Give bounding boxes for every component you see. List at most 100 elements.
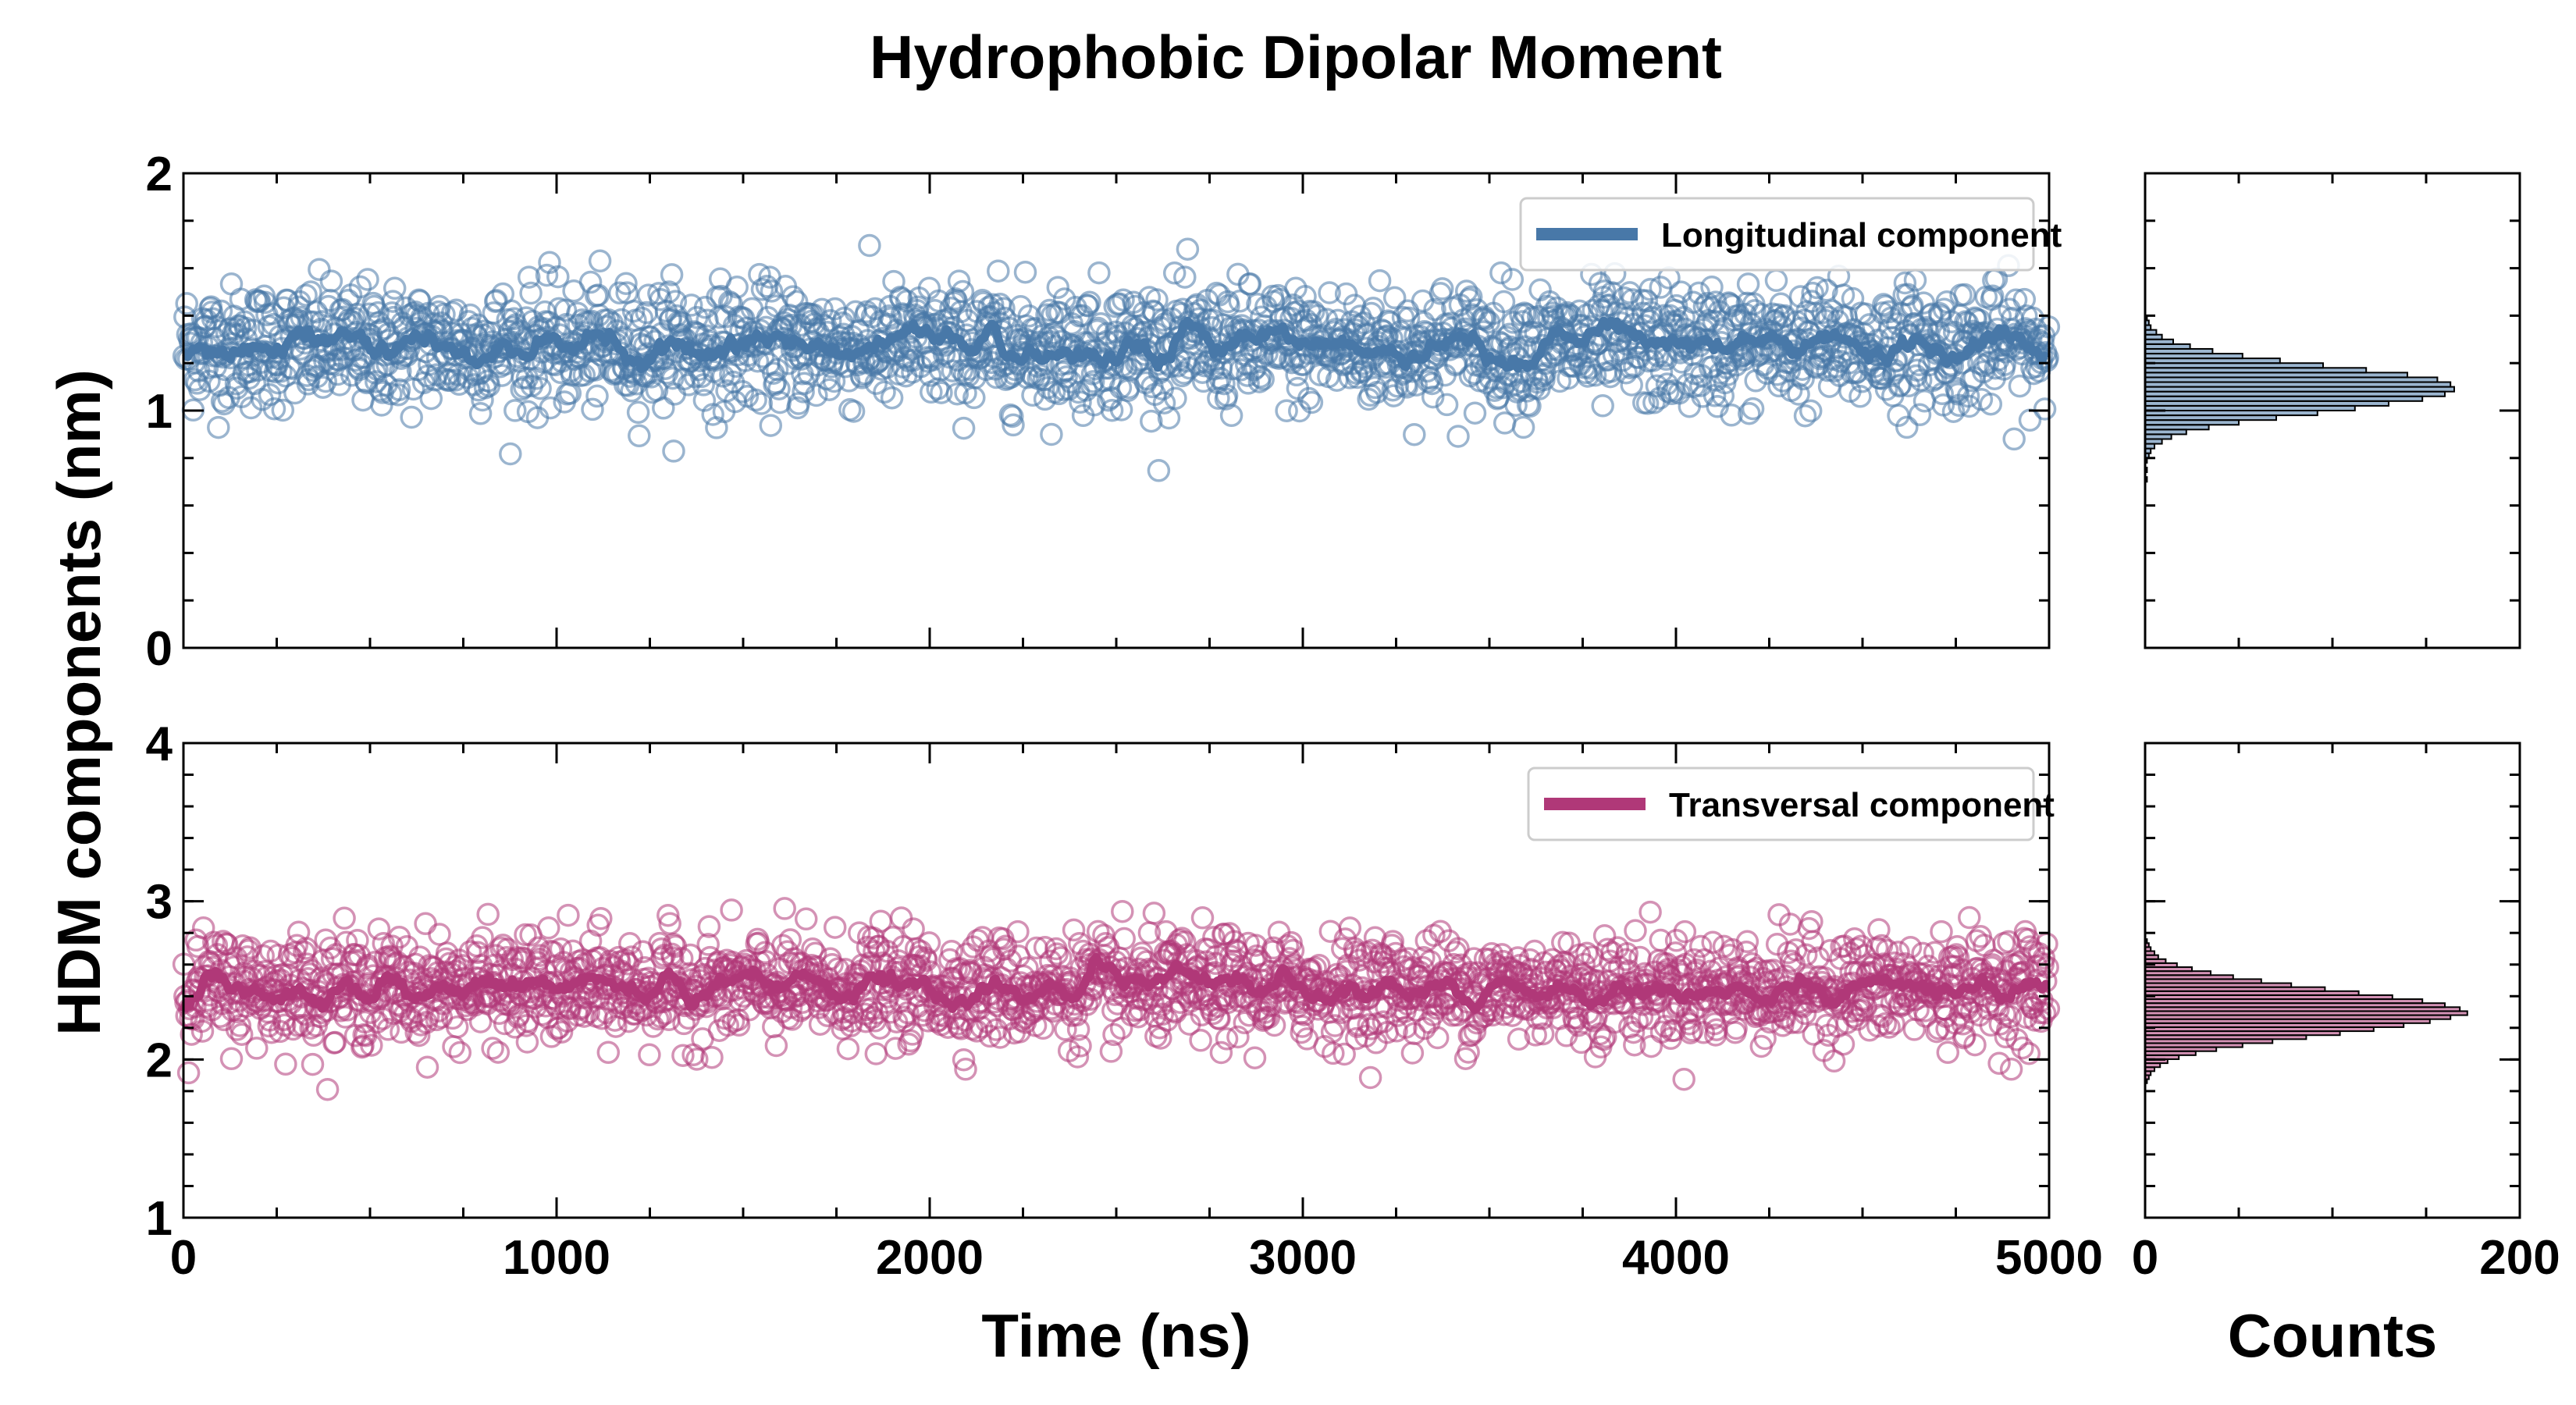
scatter-point: [945, 382, 970, 406]
scatter-point: [333, 906, 356, 930]
scatter-point: [190, 1019, 215, 1043]
scatter-point: [1764, 269, 1788, 293]
scatter-point: [499, 442, 522, 466]
scatter-point: [1678, 394, 1702, 418]
scatter-point: [448, 1040, 472, 1065]
scatter-point: [308, 258, 331, 281]
scatter-point: [1753, 1026, 1777, 1051]
scatter-point: [781, 285, 805, 308]
scatter-point: [1039, 949, 1062, 973]
scatter-point: [1682, 948, 1706, 972]
scatter-point: [750, 278, 774, 301]
scatter-point: [1132, 301, 1156, 325]
scatter-point: [1867, 918, 1891, 941]
scatter-point: [1963, 1033, 1987, 1057]
scatter-point: [749, 392, 774, 415]
scatter-point: [175, 292, 198, 315]
scatter-point: [1848, 385, 1872, 408]
scatter-point: [1281, 938, 1305, 962]
scatter-point: [820, 953, 844, 976]
scatter-point: [1980, 284, 2005, 308]
scatter-point: [539, 396, 562, 420]
scatter-point: [671, 1044, 695, 1067]
scatter-point: [1157, 406, 1181, 430]
scatter-point: [1435, 393, 1459, 417]
scatter-point: [1421, 385, 1445, 409]
scatter-point: [519, 281, 543, 305]
scatter-point: [1262, 1013, 1286, 1037]
scatter-point: [1204, 951, 1228, 976]
scatter-point: [626, 400, 650, 425]
scatter-point: [482, 301, 506, 325]
scatter-point: [1243, 1046, 1267, 1069]
scatter-point: [1078, 290, 1101, 315]
scatter-point: [588, 249, 612, 273]
scatter-point: [229, 287, 253, 311]
scatter-point: [652, 397, 675, 420]
scatter-point: [864, 1042, 888, 1065]
scatter-point: [1615, 942, 1639, 966]
scatter-point: [1463, 401, 1487, 425]
scatter-point: [549, 937, 573, 961]
scatter-point: [662, 439, 685, 463]
scatter-point: [381, 290, 405, 313]
scatter-point: [428, 923, 451, 946]
scatter-point: [1446, 425, 1470, 448]
running-mean-line: [181, 316, 2051, 374]
scatter-point: [382, 276, 407, 301]
scatter-point: [1228, 290, 1252, 313]
scatter-point: [225, 1018, 249, 1041]
scatter-point: [1170, 927, 1194, 950]
scatter-point: [696, 933, 720, 956]
scatter-point: [348, 275, 372, 299]
scatter-point: [197, 369, 221, 393]
scatter-point: [1215, 1027, 1239, 1051]
scatter-point: [1511, 415, 1535, 439]
scatter-point: [1936, 1040, 1960, 1065]
scatter-point: [1625, 1009, 1649, 1033]
scatter-point: [1403, 422, 1426, 446]
scatter-point: [822, 369, 846, 393]
scatter-point: [1877, 1016, 1901, 1039]
scatter-point: [1013, 260, 1037, 284]
scatter-point: [2008, 374, 2032, 398]
scatter-point: [1226, 1025, 1250, 1049]
scatter-point: [1045, 942, 1069, 966]
scatter-point: [701, 403, 724, 426]
scatter-point: [557, 903, 580, 927]
scatter-point: [245, 1037, 269, 1060]
scatter-point: [387, 378, 411, 401]
y-tick-label: 3: [146, 876, 173, 930]
scatter-point: [1162, 261, 1187, 285]
scatter-point: [858, 233, 881, 258]
scatter-point: [836, 1037, 860, 1061]
scatter-point: [1800, 909, 1823, 934]
scatter-point: [1531, 1022, 1555, 1046]
scatter-point: [1251, 367, 1275, 391]
scatter-point: [1323, 1014, 1347, 1037]
scatter-point: [748, 262, 771, 286]
scatter-point: [1688, 934, 1713, 959]
scatter-point: [1102, 1023, 1126, 1047]
scatter-point: [1875, 938, 1899, 962]
scatter-point: [346, 928, 369, 952]
legend-label: Longitudinal component: [1661, 216, 2062, 254]
scatter-point: [1425, 1026, 1450, 1050]
scatter-point: [294, 283, 318, 307]
scatter-point: [1663, 1019, 1686, 1042]
scatter-point: [1887, 941, 1910, 964]
scatter-point: [1301, 300, 1325, 323]
scatter-point: [241, 318, 265, 342]
scatter-point: [1173, 265, 1197, 289]
scatter-point: [528, 944, 552, 967]
scatter-point: [596, 1040, 621, 1065]
scatter-point: [1099, 1040, 1123, 1063]
legend: Longitudinal component: [1519, 197, 2062, 272]
scatter-point: [503, 399, 527, 422]
scatter-point: [1901, 293, 1924, 318]
scatter-point: [295, 952, 319, 976]
legend: Transversal component: [1527, 767, 2055, 841]
scatter-point: [1944, 943, 1968, 966]
scatter-point: [407, 1023, 431, 1048]
scatter-point: [517, 265, 541, 289]
